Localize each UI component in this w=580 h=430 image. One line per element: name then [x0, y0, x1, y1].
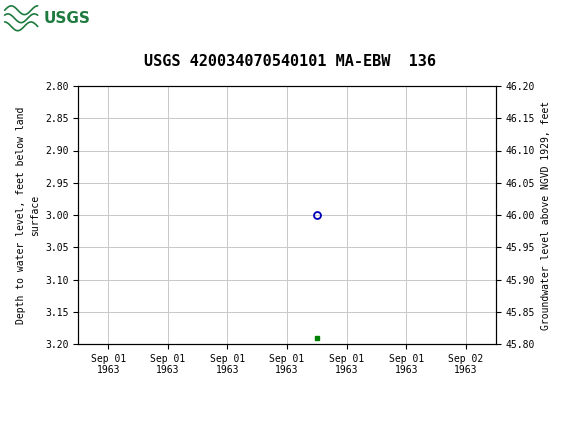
Text: USGS: USGS — [44, 11, 90, 26]
Bar — [3, 2, 107, 35]
Y-axis label: Groundwater level above NGVD 1929, feet: Groundwater level above NGVD 1929, feet — [541, 101, 550, 329]
Text: USGS 420034070540101 MA-EBW  136: USGS 420034070540101 MA-EBW 136 — [144, 54, 436, 69]
Y-axis label: Depth to water level, feet below land
surface: Depth to water level, feet below land su… — [16, 106, 39, 324]
